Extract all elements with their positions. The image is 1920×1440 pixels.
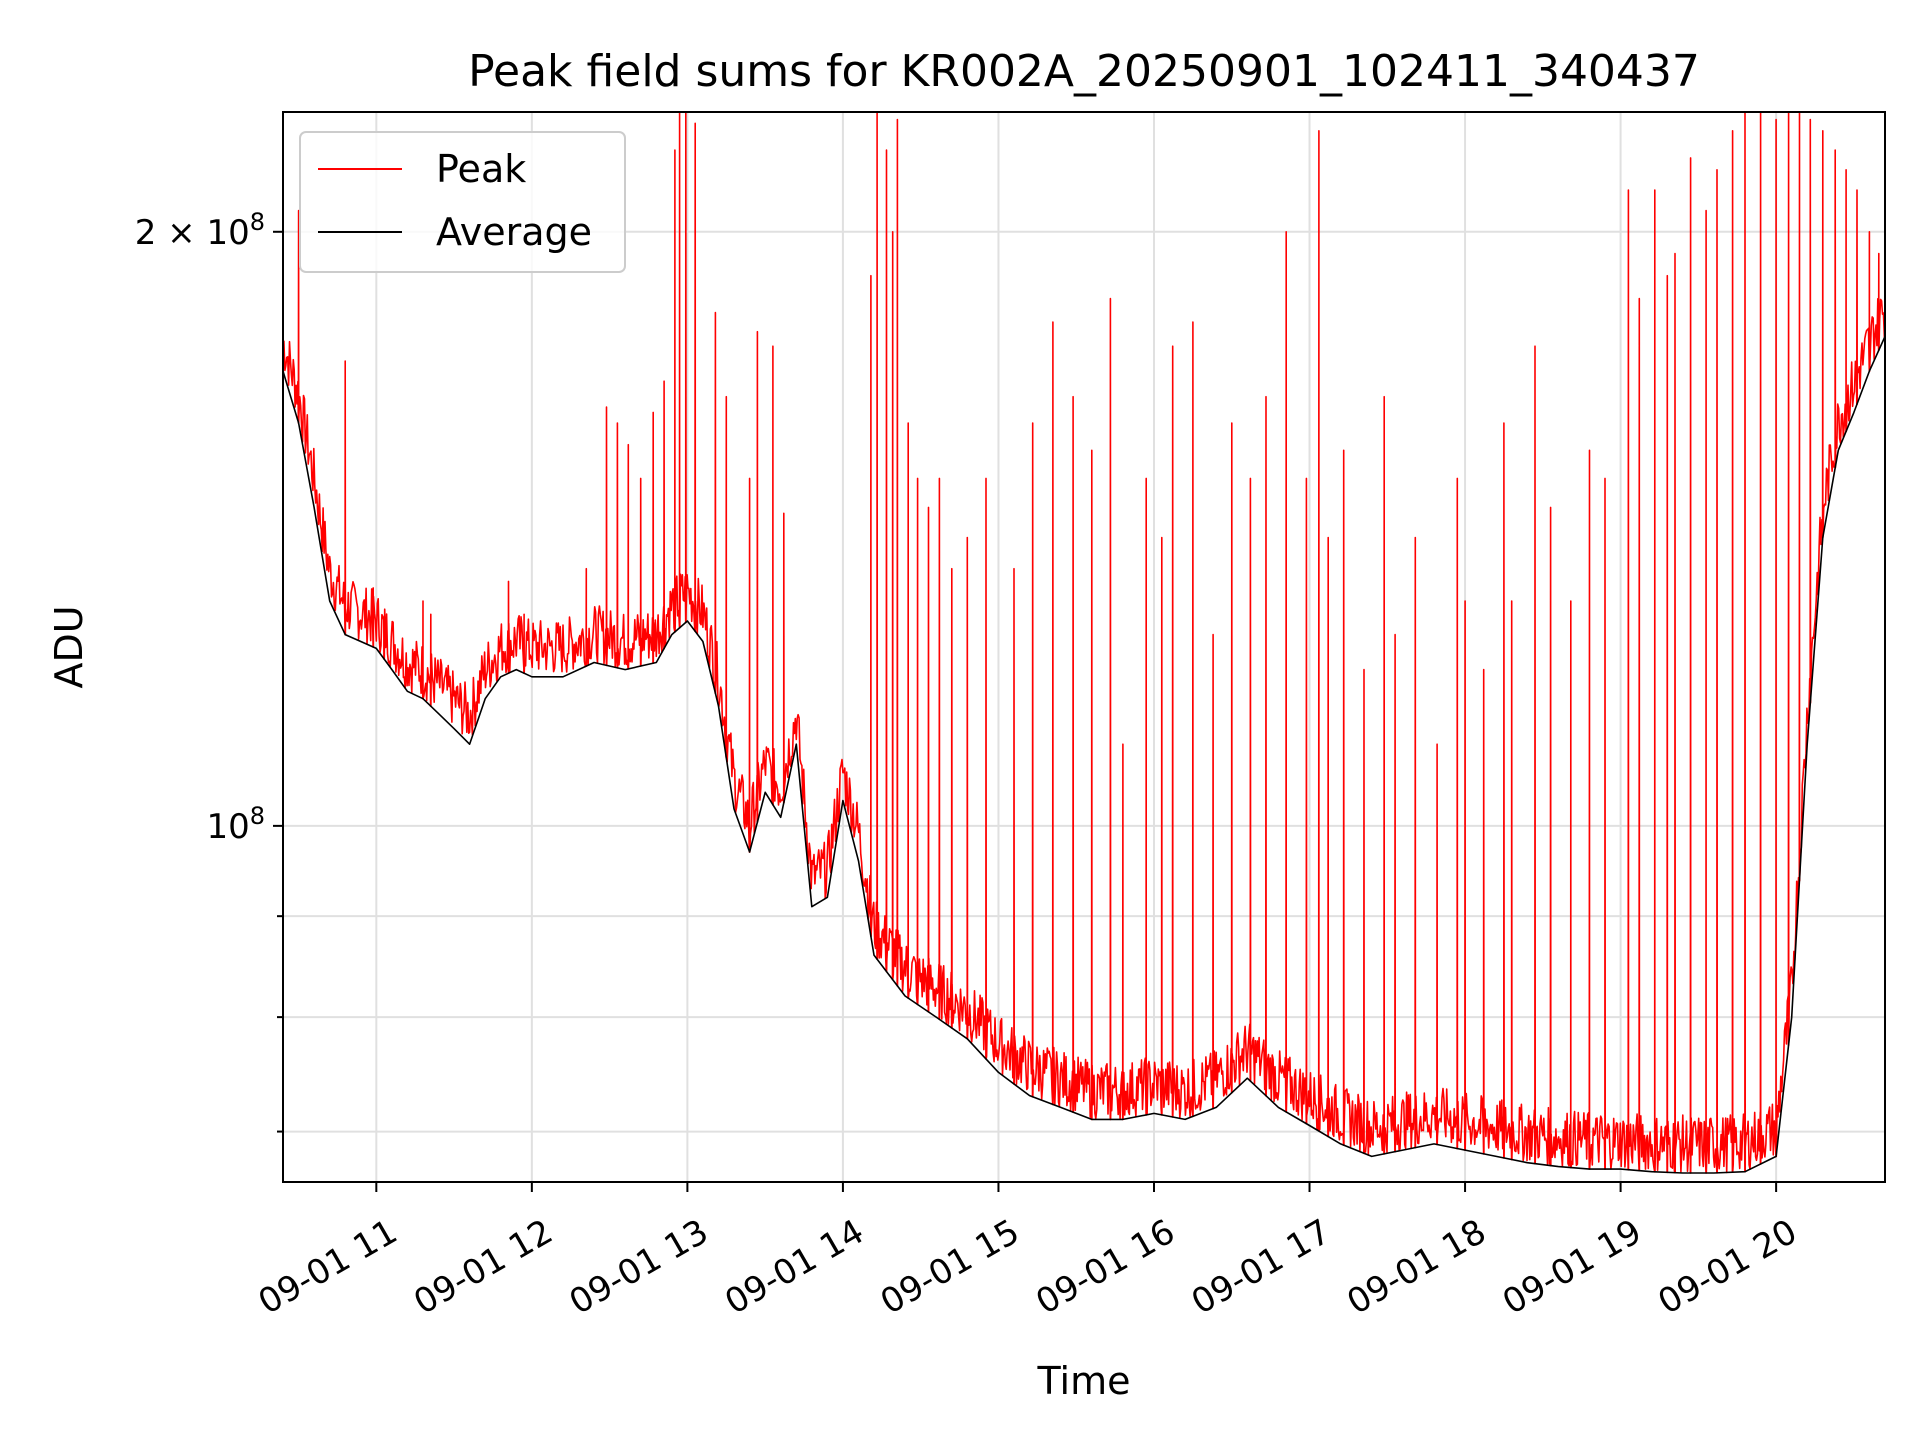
average-series xyxy=(282,336,1886,1174)
chart-title: Peak field sums for KR002A_20250901_1024… xyxy=(468,46,1700,97)
legend-peak-label: Peak xyxy=(436,147,526,191)
legend-box xyxy=(299,131,626,273)
plot-frame xyxy=(282,111,1886,1183)
peak-series xyxy=(282,111,1886,1174)
plot-area xyxy=(283,112,1885,1182)
average-line xyxy=(282,336,1886,1174)
y-tick-label: 2 × 108 xyxy=(135,208,265,253)
y-axis-label: ADU xyxy=(47,605,91,688)
x-axis-label: Time xyxy=(1037,1359,1131,1403)
legend: Peak Average xyxy=(299,131,626,273)
peak-line xyxy=(282,111,1886,1174)
legend-average-label: Average xyxy=(436,210,592,254)
